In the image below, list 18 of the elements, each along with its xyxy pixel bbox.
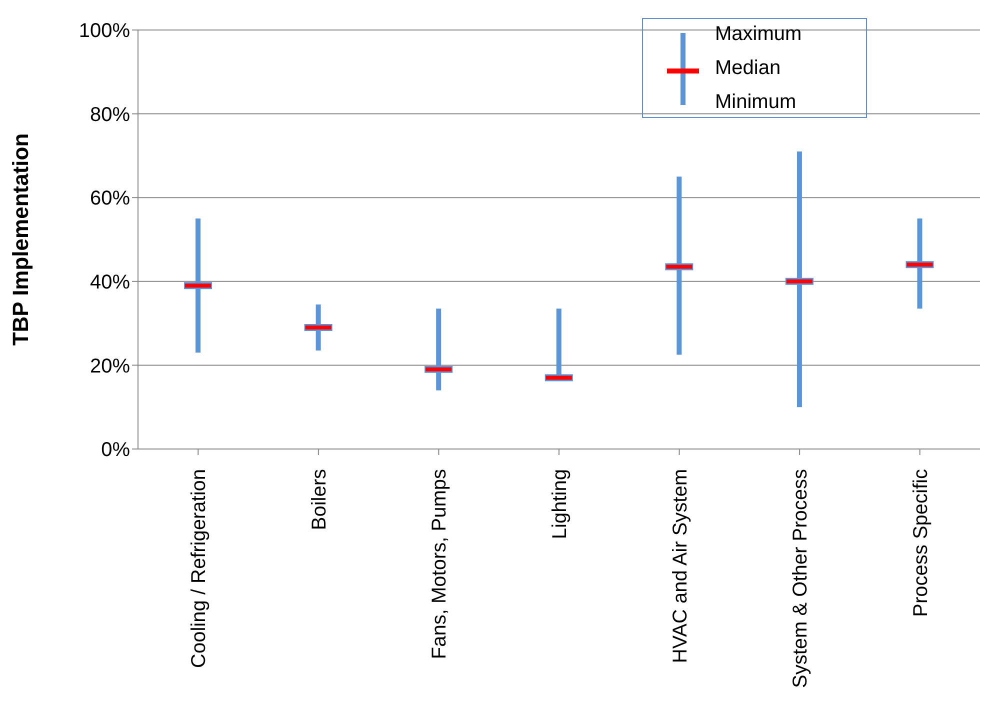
y-axis-title: TBP Implementation xyxy=(8,133,33,346)
annotation: Minimum xyxy=(715,91,796,114)
x-tick-label: Cooling / Refrigeration xyxy=(188,469,210,668)
annotation: Maximum xyxy=(715,23,802,46)
x-tick-label: HVAC and Air System xyxy=(669,469,692,664)
y-tick-label: 20% xyxy=(90,355,130,378)
y-tick-label: 80% xyxy=(90,104,130,126)
y-tick-label: 40% xyxy=(90,272,130,294)
x-tick-label: System & Other Process xyxy=(790,469,812,688)
y-tick-label: 60% xyxy=(90,188,130,210)
x-tick-label: Lighting xyxy=(549,469,571,540)
x-tick-label: Boilers xyxy=(308,469,330,530)
y-tick-label: 0% xyxy=(101,439,130,462)
y-tick-label: 100% xyxy=(78,20,130,42)
annotation: Median xyxy=(715,57,781,80)
x-tick-label: Process Specific xyxy=(910,469,932,617)
key-panel: Maximum Median Minimum xyxy=(642,18,867,118)
x-tick-label: Fans, Motors, Pumps xyxy=(428,469,451,660)
